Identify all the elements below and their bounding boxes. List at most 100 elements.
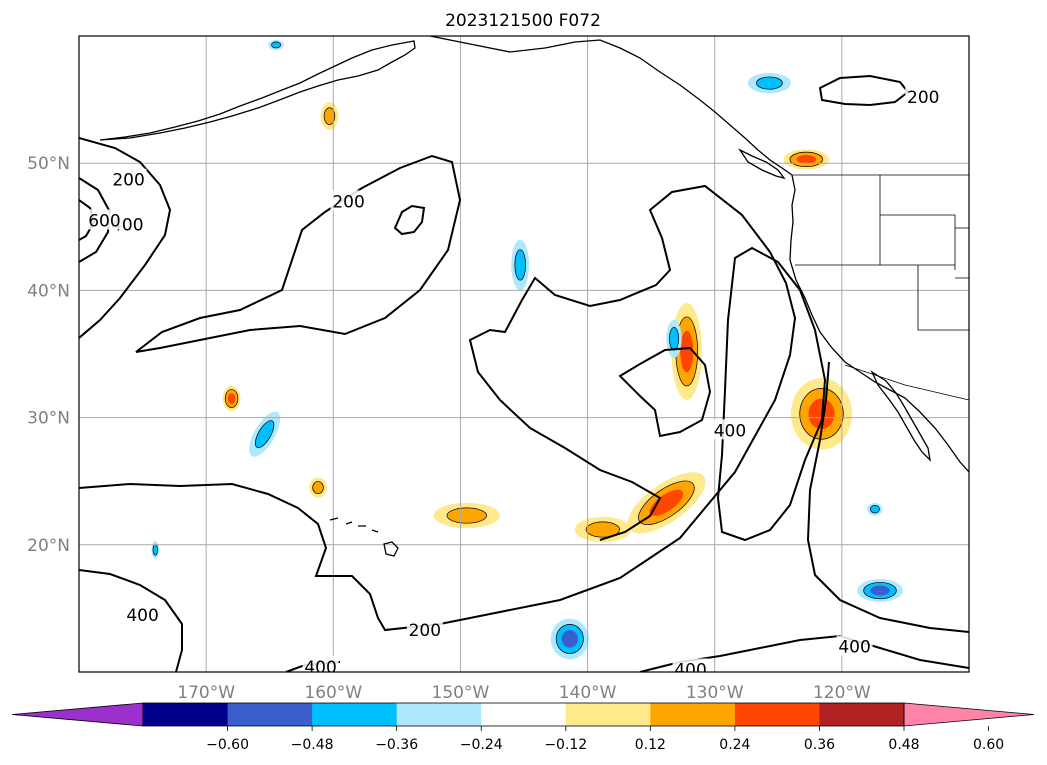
- anomaly-blob: [320, 102, 339, 131]
- contour-label-bg: [86, 209, 123, 230]
- coastline-alaska-gulf: [429, 36, 793, 176]
- anomaly-level: [680, 330, 694, 373]
- contour-east-400: [806, 361, 969, 633]
- lat-tick-label: 50°N: [27, 154, 70, 174]
- contour-label: 200: [112, 171, 144, 191]
- lat-tick-label: 40°N: [27, 281, 70, 301]
- contour-label-bg: [406, 619, 443, 640]
- colorbar-frame: [142, 702, 905, 727]
- map-frame: [78, 35, 970, 673]
- colorbar-tick-label: −0.36: [375, 737, 418, 753]
- anomaly-level: [870, 585, 890, 596]
- contour-closed-small: [393, 204, 426, 236]
- contour-label: 400: [714, 421, 746, 441]
- colorbar-segment: [312, 703, 398, 726]
- contour-label: 200: [332, 192, 364, 212]
- anomaly-level: [585, 521, 620, 538]
- colorbar-tick-label: −0.48: [291, 737, 334, 753]
- colorbar-extend-low: [11, 702, 144, 727]
- anomaly-level: [561, 630, 578, 648]
- anomaly-blob: [747, 72, 792, 94]
- anomaly-level: [254, 420, 275, 449]
- anomaly-level: [649, 489, 684, 516]
- colorbar-tick-label: −0.60: [206, 737, 249, 753]
- contour-main-200: [79, 184, 797, 632]
- anomaly-level: [271, 41, 281, 49]
- lat-tick-label: 20°N: [27, 536, 70, 556]
- anomaly-blob: [867, 502, 883, 516]
- contour-label-bg: [302, 655, 339, 672]
- contour-label-bg: [110, 168, 147, 189]
- anomaly-level: [669, 326, 679, 351]
- contour-label: 400: [674, 660, 706, 680]
- contour-label-bg: [672, 658, 709, 672]
- anomaly-level: [796, 155, 817, 164]
- coastline-baja: [870, 370, 931, 462]
- lat-tick-label: 30°N: [27, 409, 70, 429]
- colorbar-tick-label: 0.60: [973, 737, 1004, 753]
- lon-tick-label: 170°W: [177, 683, 235, 703]
- colorbar-segment: [396, 703, 482, 726]
- contour-label: 400: [126, 606, 158, 626]
- anomaly-blob: [666, 319, 682, 358]
- lon-tick-label: 130°W: [686, 683, 744, 703]
- contour-label: 200: [409, 621, 441, 641]
- anomaly-level: [227, 393, 236, 404]
- contour-ridge-400: [716, 246, 827, 542]
- colorbar-tick-label: −0.24: [460, 737, 503, 753]
- colorbar: −0.60 −0.48 −0.36 −0.24 −0.12 0.12 0.24 0.36 0.4…: [11, 702, 1035, 753]
- anomaly-blob: [268, 39, 284, 50]
- contour-label-bg: [711, 419, 748, 440]
- anomaly-level: [152, 544, 158, 556]
- latitude-tick-labels: 20°N 30°N 40°N 50°N: [27, 154, 70, 556]
- anomaly-blob: [550, 618, 589, 660]
- state-borders: [792, 174, 969, 401]
- anomaly-blob: [433, 502, 500, 529]
- height-contours: [79, 74, 969, 672]
- contour-label-bg: [836, 635, 873, 656]
- anomaly-blob: [249, 411, 281, 457]
- coastline-alaska: [99, 40, 416, 141]
- map-background: [79, 36, 969, 672]
- colorbar-tick-label: 0.24: [719, 737, 750, 753]
- contour-southwest-400: [79, 569, 183, 672]
- colorbar-segment: [650, 703, 736, 726]
- colorbar-segment: [143, 703, 229, 726]
- anomaly-blob: [511, 239, 530, 291]
- coastline-hawaii: [329, 517, 399, 557]
- contour-interior-trough: [618, 346, 712, 438]
- contour-west-high-200: [79, 137, 172, 339]
- anomaly-blob: [857, 579, 903, 603]
- anomaly-blob: [222, 385, 241, 412]
- colorbar-extend-high: [903, 702, 1035, 727]
- colorbar-segment: [481, 703, 567, 726]
- lon-tick-label: 120°W: [813, 683, 871, 703]
- contour-label: 400: [838, 638, 870, 658]
- anomaly-blob: [151, 540, 160, 559]
- coastline-vancouver-island: [738, 148, 786, 180]
- colorbar-tick-label: 0.36: [804, 737, 835, 753]
- gridlines: [79, 36, 969, 672]
- anomaly-level: [756, 76, 783, 90]
- colorbar-segment: [819, 703, 905, 726]
- contour-label: 600: [88, 211, 120, 231]
- longitude-tick-labels: 170°W 160°W 150°W 140°W 130°W 120°W: [177, 683, 871, 703]
- anomaly-level: [869, 505, 880, 514]
- colorbar-tick-label: −0.12: [544, 737, 587, 753]
- colorbar-segment: [734, 703, 820, 726]
- contour-label-bg: [330, 190, 367, 211]
- contour-label: 200: [907, 88, 939, 108]
- contour-northeast-200: [818, 74, 910, 107]
- contour-label-bg: [905, 86, 942, 107]
- colorbar-tick-label: 0.48: [888, 737, 919, 753]
- anomaly-level: [323, 107, 336, 125]
- border-states: [795, 175, 969, 401]
- contour-label-bg: [124, 603, 161, 624]
- anomaly-level: [312, 481, 324, 495]
- anomaly-blob: [309, 477, 327, 498]
- colorbar-segment: [227, 703, 313, 726]
- anomaly-blob: [574, 516, 631, 543]
